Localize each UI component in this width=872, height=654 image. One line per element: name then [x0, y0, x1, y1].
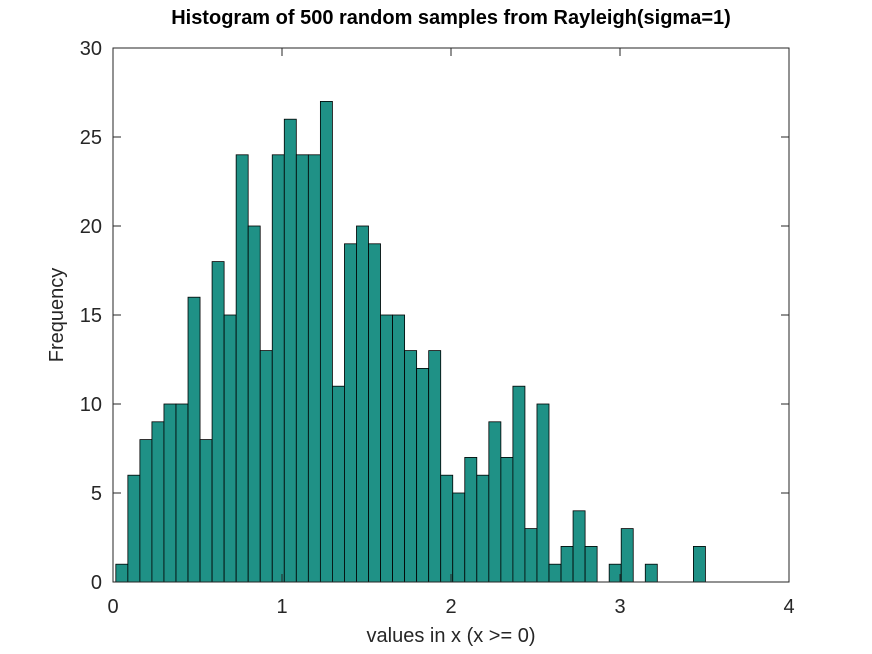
y-tick-label: 0 [91, 572, 102, 594]
histogram-bar [295, 154, 309, 583]
histogram-bar [151, 421, 165, 583]
y-tick-label: 30 [80, 38, 102, 60]
histogram-bar [572, 510, 586, 583]
histogram-bar [368, 243, 381, 583]
histogram-bar [693, 546, 706, 583]
histogram-bar [608, 563, 622, 583]
histogram-bar [512, 385, 526, 583]
histogram-bar [536, 403, 550, 583]
histogram-bar [223, 314, 237, 583]
histogram-bar [548, 563, 562, 583]
histogram-bar [332, 385, 345, 583]
histogram-bar [259, 350, 273, 583]
x-tick-label: 4 [783, 596, 794, 618]
histogram-bar [283, 118, 297, 583]
chart-title: Histogram of 500 random samples from Ray… [171, 7, 731, 29]
bars-group [115, 101, 706, 583]
histogram-bar [319, 101, 333, 583]
histogram-bar [175, 403, 189, 583]
histogram-bar [211, 261, 225, 583]
histogram-bar [488, 421, 502, 583]
histogram-bar [199, 439, 213, 583]
y-axis-label: Frequency [46, 268, 68, 363]
histogram-bar [644, 563, 658, 583]
histogram-bar [392, 314, 406, 583]
histogram-bar [416, 367, 430, 583]
x-tick-label: 3 [614, 596, 625, 618]
y-tick-label: 25 [80, 127, 102, 149]
histogram-bar [500, 456, 514, 583]
histogram-bar [620, 528, 634, 583]
x-ticks-group: 0 1 2 3 4 [107, 48, 795, 618]
x-tick-label: 1 [276, 596, 287, 618]
histogram-bar [560, 546, 574, 583]
x-tick-label: 0 [107, 596, 118, 618]
histogram-bar [440, 474, 454, 583]
y-tick-label: 10 [80, 394, 102, 416]
histogram-bar [524, 528, 538, 583]
histogram-bar [428, 350, 442, 583]
histogram-bar [344, 243, 357, 583]
x-tick-label: 2 [445, 596, 456, 618]
histogram-bar [452, 492, 466, 583]
histogram-bar [380, 314, 393, 583]
histogram-bar [356, 225, 369, 583]
histogram-bar [139, 439, 153, 583]
histogram-bar [247, 225, 261, 583]
histogram-bar [464, 456, 478, 583]
histogram-bar [235, 154, 249, 583]
y-tick-label: 5 [91, 483, 102, 505]
histogram-bar [307, 154, 321, 583]
histogram-bar [127, 474, 141, 583]
histogram-bar [187, 296, 201, 583]
histogram-bar [476, 474, 490, 583]
y-ticks-group: 0 5 10 15 20 25 30 [80, 38, 789, 594]
histogram-bar [163, 403, 177, 583]
histogram-bar [115, 563, 129, 583]
y-tick-label: 15 [80, 305, 102, 327]
histogram-bar [271, 154, 285, 583]
histogram-bar [584, 546, 598, 583]
histogram-bar [404, 350, 418, 583]
x-axis-label: values in x (x >= 0) [367, 625, 536, 647]
y-tick-label: 20 [80, 216, 102, 238]
